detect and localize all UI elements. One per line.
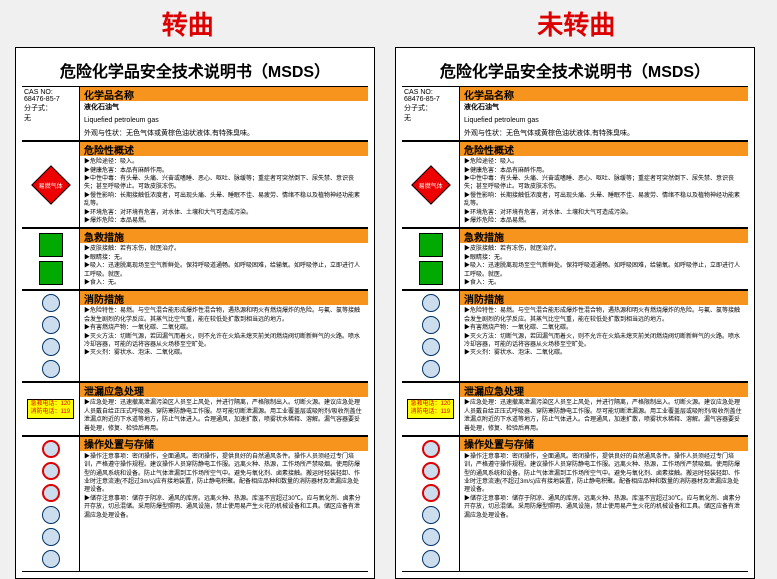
cas-box: CAS NO:68476-85-7 分子式：无 bbox=[402, 87, 460, 140]
emergency-box: 急救电话：120消防电话：119 bbox=[27, 399, 73, 419]
ppe-icon bbox=[42, 528, 60, 546]
s4-text: ▶危险特性：易燃。与空气混合能形成爆炸性混合物，遇热源和明火有燃烧爆炸的危险。与… bbox=[80, 305, 368, 359]
s4-header: 消防措施 bbox=[460, 291, 748, 305]
ppe-icon bbox=[422, 506, 440, 524]
prohibit-icon bbox=[422, 462, 440, 480]
s5-header: 泄漏应急处理 bbox=[80, 383, 368, 397]
s5-header: 泄漏应急处理 bbox=[460, 383, 748, 397]
s1-header: 化学品名称 bbox=[460, 87, 748, 101]
sheet-right: 危险化学品安全技术说明书（MSDS） CAS NO:68476-85-7 分子式… bbox=[395, 47, 755, 579]
ppe-icon bbox=[422, 294, 440, 312]
sheet-left: 危险化学品安全技术说明书（MSDS） CAS NO:68476-85-7 分子式… bbox=[15, 47, 375, 579]
s5-text: ▶应急处理：迅速撤离泄漏污染区人员至上风处，并进行隔离，严格限制出入。切断火源。… bbox=[80, 397, 368, 435]
label-left: 转曲 bbox=[162, 5, 214, 42]
firstaid-icon bbox=[419, 233, 443, 257]
s1-header: 化学品名称 bbox=[80, 87, 368, 101]
s6-text: ▶操作注意事项：密闭操作，全面通风。密闭操作，提供良好的自然通风条件。操作人员须… bbox=[80, 451, 368, 522]
ppe-icon bbox=[42, 316, 60, 334]
ppe-icon bbox=[422, 338, 440, 356]
ppe-icon bbox=[422, 528, 440, 546]
hazard-diamond-icon: 易燃气体 bbox=[31, 165, 71, 205]
sheets-container: 危险化学品安全技术说明书（MSDS） CAS NO:68476-85-7 分子式… bbox=[0, 47, 777, 579]
emergency-box: 急救电话：120消防电话：119 bbox=[407, 399, 453, 419]
title: 危险化学品安全技术说明书（MSDS） bbox=[402, 54, 748, 87]
s2-header: 危险性概述 bbox=[80, 142, 368, 156]
hazard-diamond-icon: 易燃气体 bbox=[411, 165, 451, 205]
cas-box: CAS NO:68476-85-7 分子式：无 bbox=[22, 87, 80, 140]
ppe-icon bbox=[42, 506, 60, 524]
s3-header: 急救措施 bbox=[80, 229, 368, 243]
ppe-icon bbox=[42, 294, 60, 312]
s6-text: ▶操作注意事项：密闭操作，全面通风。密闭操作，提供良好的自然通风条件。操作人员须… bbox=[460, 451, 748, 522]
s6-header: 操作处置与存储 bbox=[460, 437, 748, 451]
prohibit-icon bbox=[42, 484, 60, 502]
s3-text: ▶皮肤接触：若有冻伤，就医治疗。 ▶眼睛接：无。 ▶吸入：迅速脱离现场至空气新鲜… bbox=[460, 243, 748, 289]
prohibit-icon bbox=[42, 462, 60, 480]
s5-text: ▶应急处理：迅速撤离泄漏污染区人员至上风处，并进行隔离，严格限制出入。切断火源。… bbox=[460, 397, 748, 435]
s4-header: 消防措施 bbox=[80, 291, 368, 305]
firstaid-icon bbox=[39, 261, 63, 285]
s2-header: 危险性概述 bbox=[460, 142, 748, 156]
prohibit-icon bbox=[422, 440, 440, 458]
title: 危险化学品安全技术说明书（MSDS） bbox=[22, 54, 368, 87]
firstaid-icon bbox=[419, 261, 443, 285]
ppe-icon bbox=[42, 550, 60, 568]
s6-header: 操作处置与存储 bbox=[80, 437, 368, 451]
ppe-icon bbox=[422, 316, 440, 334]
ppe-icon bbox=[422, 360, 440, 378]
prohibit-icon bbox=[42, 440, 60, 458]
label-right: 未转曲 bbox=[537, 5, 615, 42]
ppe-icon bbox=[422, 550, 440, 568]
firstaid-icon bbox=[39, 233, 63, 257]
s4-text: ▶危险特性：易燃。与空气混合能形成爆炸性混合物，遇热源和明火有燃烧爆炸的危险。与… bbox=[460, 305, 748, 359]
ppe-icon bbox=[42, 338, 60, 356]
s3-text: ▶皮肤接触：若有冻伤，就医治疗。 ▶眼睛接：无。 ▶吸入：迅速脱离现场至空气新鲜… bbox=[80, 243, 368, 289]
ppe-icon bbox=[42, 360, 60, 378]
prohibit-icon bbox=[422, 484, 440, 502]
s2-text: ▶危险途径：吸入。 ▶健康危害：本品有麻醉作用。 ▶中性中毒：有头晕、头痛、兴奋… bbox=[80, 156, 368, 227]
s2-text: ▶危险途径：吸入。 ▶健康危害：本品有麻醉作用。 ▶中性中毒：有头晕、头痛、兴奋… bbox=[460, 156, 748, 227]
s3-header: 急救措施 bbox=[460, 229, 748, 243]
